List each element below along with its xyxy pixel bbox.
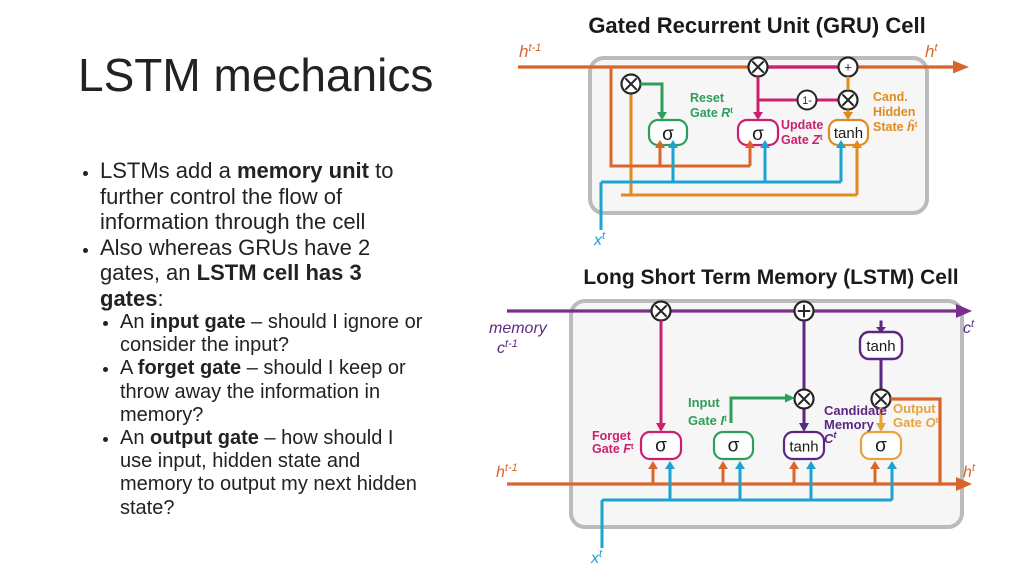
svg-text:ht: ht [925,42,938,61]
svg-text:xt: xt [593,230,606,249]
svg-text:tanh: tanh [789,439,818,456]
svg-text:Output: Output [893,401,936,416]
svg-text:Memory: Memory [824,417,875,432]
svg-text:Input: Input [688,395,720,410]
svg-text:σ: σ [655,436,667,457]
svg-text:xt: xt [590,548,603,567]
svg-text:memory: memory [489,320,548,337]
svg-text:tanh: tanh [866,338,895,355]
svg-text:ct-1: ct-1 [497,338,518,357]
svg-text:tanh: tanh [834,125,863,142]
svg-text:σ: σ [875,436,887,457]
svg-text:σ: σ [728,436,740,457]
svg-text:ht: ht [963,462,976,481]
svg-text:Gated Recurrent Unit (GRU) Cel: Gated Recurrent Unit (GRU) Cell [588,13,925,38]
svg-text:Cand.: Cand. [873,90,908,104]
svg-text:Update: Update [781,118,823,132]
svg-text:Hidden: Hidden [873,105,915,119]
svg-text:1-: 1- [802,95,812,107]
svg-text:+: + [844,60,852,75]
svg-text:Reset: Reset [690,91,725,105]
svg-text:Gate Ot: Gate Ot [893,415,939,430]
svg-text:Forget: Forget [592,429,632,443]
svg-text:σ: σ [752,124,764,145]
svg-text:Candidate: Candidate [824,403,887,418]
svg-text:State h̃t: State h̃t [873,119,918,134]
svg-text:Gate Rt: Gate Rt [690,106,733,121]
svg-text:Gate It: Gate It [688,413,727,428]
svg-text:ct: ct [963,318,975,337]
svg-text:ht-1: ht-1 [496,462,518,481]
svg-text:ht-1: ht-1 [519,42,541,61]
svg-text:Gate Zt: Gate Zt [781,133,823,148]
svg-text:Long Short Term Memory (LSTM): Long Short Term Memory (LSTM) Cell [583,266,958,289]
svg-text:Gate Ft: Gate Ft [592,442,634,457]
